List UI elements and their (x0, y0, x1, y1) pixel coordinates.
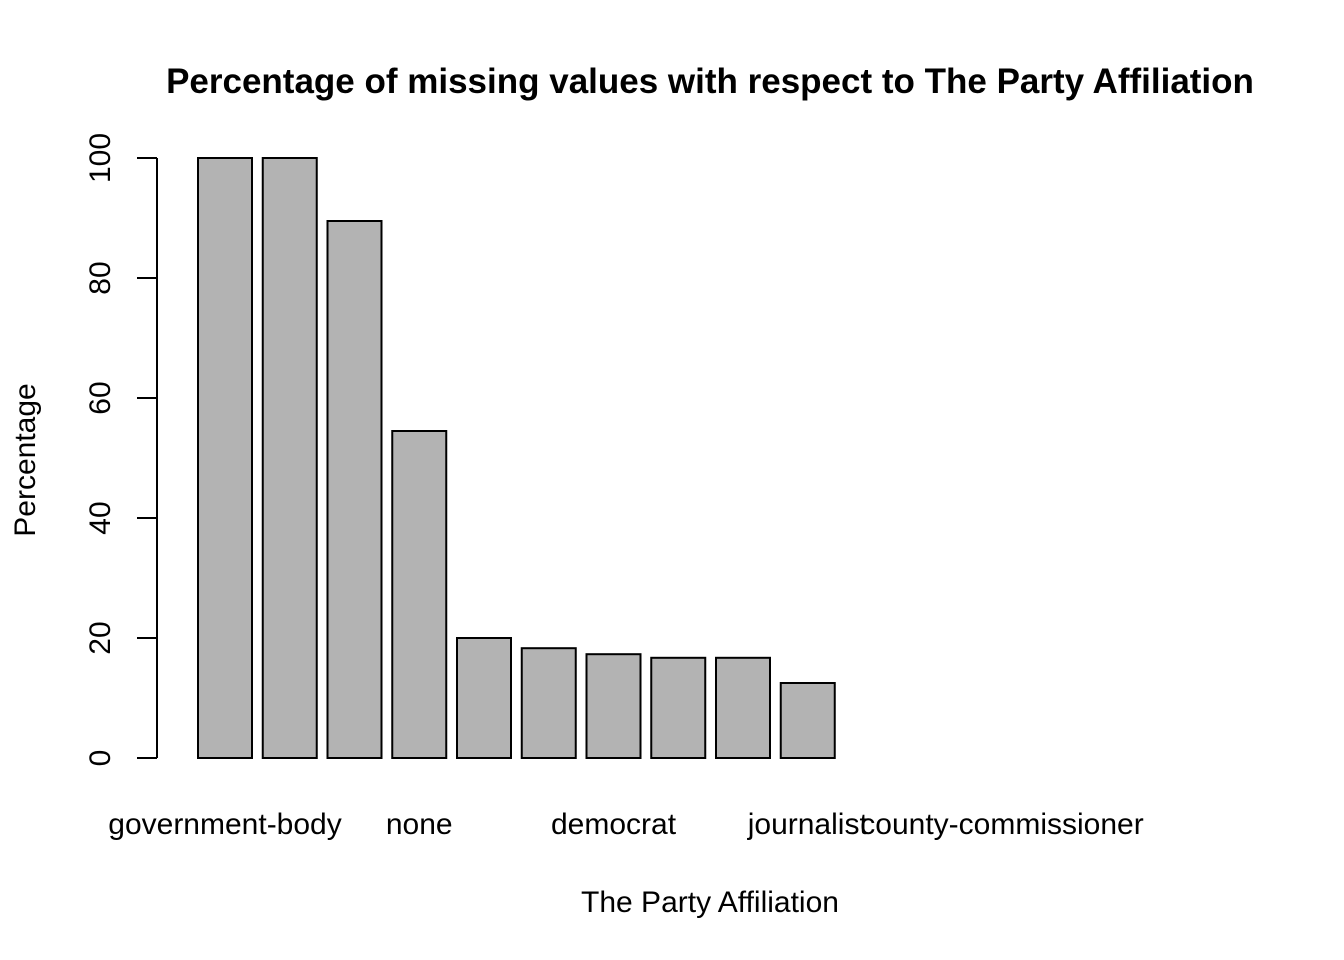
y-tick-label: 80 (84, 261, 117, 294)
y-tick-label: 0 (84, 750, 117, 767)
y-tick-label: 60 (84, 381, 117, 414)
x-tick-label: journalist (747, 808, 869, 841)
x-tick-label: county-commissioner (860, 808, 1143, 841)
bar (326, 220, 383, 759)
x-tick-label: government-body (108, 808, 341, 841)
bar (715, 656, 771, 759)
y-axis-label: Percentage (9, 383, 42, 536)
y-tick-label: 40 (84, 501, 117, 534)
bar (650, 656, 707, 759)
bar (779, 682, 836, 759)
bars-group (197, 157, 836, 760)
bar (261, 157, 318, 759)
bar (520, 647, 577, 760)
x-tick-labels: government-body none democrat journalistcou… (108, 808, 1143, 841)
bar (391, 430, 448, 759)
y-tick-label: 100 (84, 133, 117, 183)
bar (585, 653, 642, 760)
y-axis: 0 20 40 60 80 100 (84, 133, 158, 767)
bar (456, 637, 512, 759)
x-tick-label: none (386, 808, 453, 841)
bar (197, 157, 253, 759)
x-tick-label: democrat (551, 808, 677, 841)
chart-title: Percentage of missing values with respec… (166, 62, 1254, 101)
y-tick-label: 20 (84, 621, 117, 654)
x-axis-label: The Party Affiliation (581, 886, 839, 919)
